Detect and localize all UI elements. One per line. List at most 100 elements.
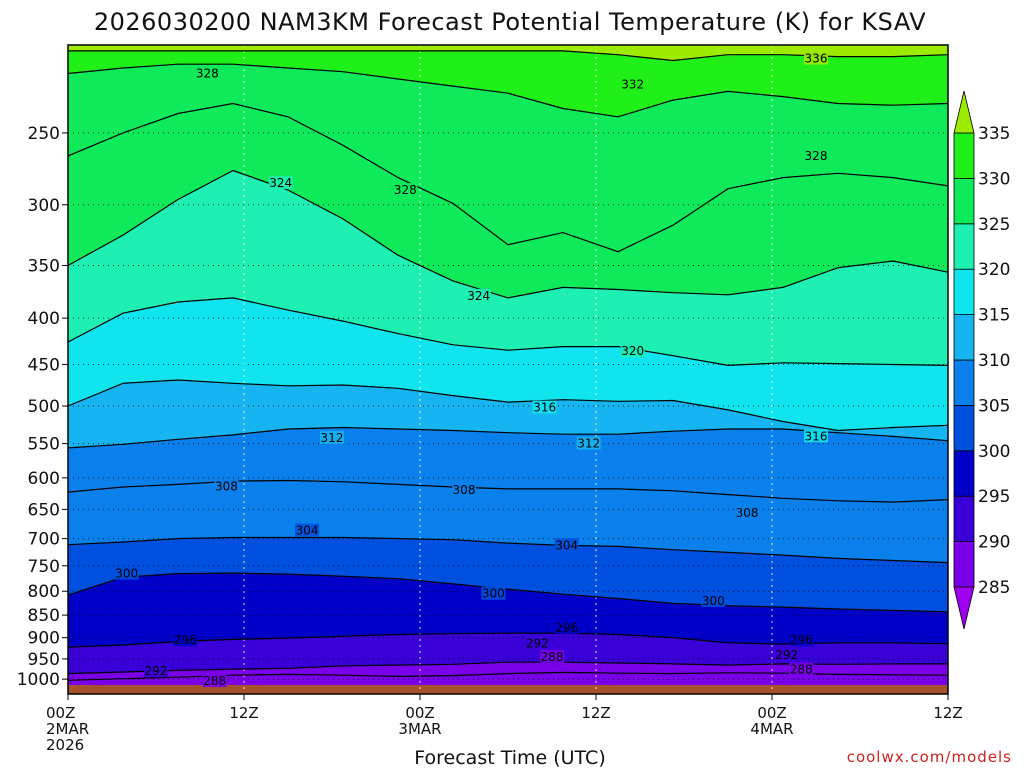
contour-label-328-3: 328 <box>393 183 418 197</box>
y-tick-label: 950 <box>28 650 60 670</box>
contour-label-316-9: 316 <box>804 429 828 443</box>
colorbar-bin-310 <box>953 314 975 361</box>
colorbar-label: 335 <box>978 124 1010 144</box>
colorbar-bin-325 <box>953 177 975 225</box>
contour-label-text: 296 <box>174 633 197 647</box>
colorbar-label: 320 <box>978 260 1010 280</box>
fill-above-332 <box>68 45 948 117</box>
plot-frame <box>67 44 949 695</box>
contour-316 <box>67 379 949 432</box>
y-tick-label: 650 <box>28 500 60 520</box>
contour-label-296-20: 296 <box>173 633 198 647</box>
contour-label-text: 292 <box>775 648 798 662</box>
y-axis: 250 300 350 400 450 500 550 600 650 700 750 800 850 9… <box>17 124 68 690</box>
contour-label-text: 316 <box>805 429 828 443</box>
contour-label-text: 288 <box>203 674 226 688</box>
contour-label-300-19: 300 <box>701 593 726 608</box>
contour-label-bg <box>540 649 564 663</box>
contour-label-text: 312 <box>577 437 600 451</box>
contour-label-text: 292 <box>145 664 168 678</box>
contour-label-text: 312 <box>321 431 344 445</box>
contour-label-304-15: 304 <box>295 523 320 538</box>
surface-strip <box>68 685 948 694</box>
contour-label-bg <box>452 483 476 497</box>
contour-label-text: 300 <box>115 567 138 581</box>
colorbar-bin-295 <box>953 450 975 497</box>
colorbar-label: 295 <box>978 487 1010 507</box>
y-tick-label: 250 <box>28 124 60 144</box>
contour-label-288-26: 288 <box>202 674 227 688</box>
contour-label-288-28: 288 <box>789 662 814 677</box>
contour-label-308-14: 308 <box>735 506 760 520</box>
fill-above-328 <box>68 45 948 252</box>
contour-label-text: 324 <box>467 289 490 303</box>
contour-label-bg <box>804 51 828 65</box>
contour-label-320-7: 320 <box>620 344 645 358</box>
colorbar-label: 315 <box>978 306 1010 326</box>
contour-label-bg <box>554 538 579 552</box>
colorbar-bin-290 <box>953 495 975 543</box>
contour-label-bg <box>525 636 550 650</box>
colorbar-label: 310 <box>978 351 1010 371</box>
contour-label-296-22: 296 <box>789 633 814 647</box>
contour-label-300-17: 300 <box>114 566 139 581</box>
y-tick-label: 900 <box>28 629 60 649</box>
contour-label-bg <box>144 664 168 678</box>
contour-label-text: 296 <box>790 633 813 647</box>
y-tick-label: 350 <box>28 256 60 276</box>
contour-label-text: 328 <box>805 149 828 163</box>
contour-label-296-21: 296 <box>554 620 579 635</box>
contour-labels: 336 332 328 328 328 324 324 320 316 316 312 312 308 3… <box>114 51 828 688</box>
contour-label-bg <box>481 586 506 600</box>
contour-label-328-2: 328 <box>195 66 220 80</box>
contour-label-text: 288 <box>541 650 564 664</box>
contour-label-308-13: 308 <box>452 483 476 497</box>
colorbar-extend-top <box>953 90 975 134</box>
colorbar: 285 290 295 300 305 310 315 320 325 330 335 <box>953 90 1010 630</box>
x-tick-label: 00Z <box>757 704 786 722</box>
contour-328 <box>67 102 949 253</box>
y-tick-label: 600 <box>28 469 60 489</box>
colorbar-bin-300 <box>953 404 975 452</box>
contour-label-292-23: 292 <box>144 664 168 678</box>
contour-label-324-6: 324 <box>466 288 491 303</box>
y-tick-label: 1000 <box>17 670 60 690</box>
contour-label-bg <box>114 566 139 580</box>
contour-label-324-5: 324 <box>268 176 293 190</box>
contour-label-308-12: 308 <box>214 479 239 493</box>
contour-label-bg <box>774 648 799 662</box>
contour-label-text: 320 <box>621 344 644 358</box>
contour-label-text: 300 <box>482 587 505 601</box>
contour-label-292-25: 292 <box>774 648 799 662</box>
x-tick-label: 12Z <box>581 704 610 722</box>
contour-label-text: 308 <box>215 479 238 493</box>
colorbar-label: 325 <box>978 215 1010 235</box>
contour-300 <box>67 572 949 613</box>
contour-label-bg <box>532 400 557 414</box>
y-tick-label: 300 <box>28 196 60 216</box>
y-tick-label: 500 <box>28 397 60 417</box>
contour-label-bg <box>202 674 227 688</box>
contour-label-text: 288 <box>790 663 813 677</box>
credit-text: coolwx.com/models <box>847 748 1012 766</box>
contour-324 <box>67 169 949 299</box>
contour-label-text: 300 <box>702 594 725 608</box>
colorbar-label: 285 <box>978 578 1010 598</box>
contour-label-text: 304 <box>296 524 319 538</box>
contour-label-bg <box>320 430 344 444</box>
contour-label-bg <box>620 344 645 358</box>
contour-332 <box>67 63 949 118</box>
contour-label-bg <box>295 523 320 537</box>
y-tick-label: 750 <box>28 557 60 577</box>
colorbar-bin-285 <box>953 541 975 588</box>
contour-label-text: 308 <box>453 483 476 497</box>
x-tick-label: 2026 <box>46 736 84 754</box>
contour-label-292-24: 292 <box>525 636 550 651</box>
contour-label-text: 332 <box>621 77 644 91</box>
contour-label-bg <box>173 633 198 647</box>
y-tick-label: 550 <box>28 435 60 455</box>
contour-label-text: 292 <box>526 637 549 651</box>
contour-label-bg <box>789 633 814 647</box>
colorbar-bin-305 <box>953 359 975 406</box>
